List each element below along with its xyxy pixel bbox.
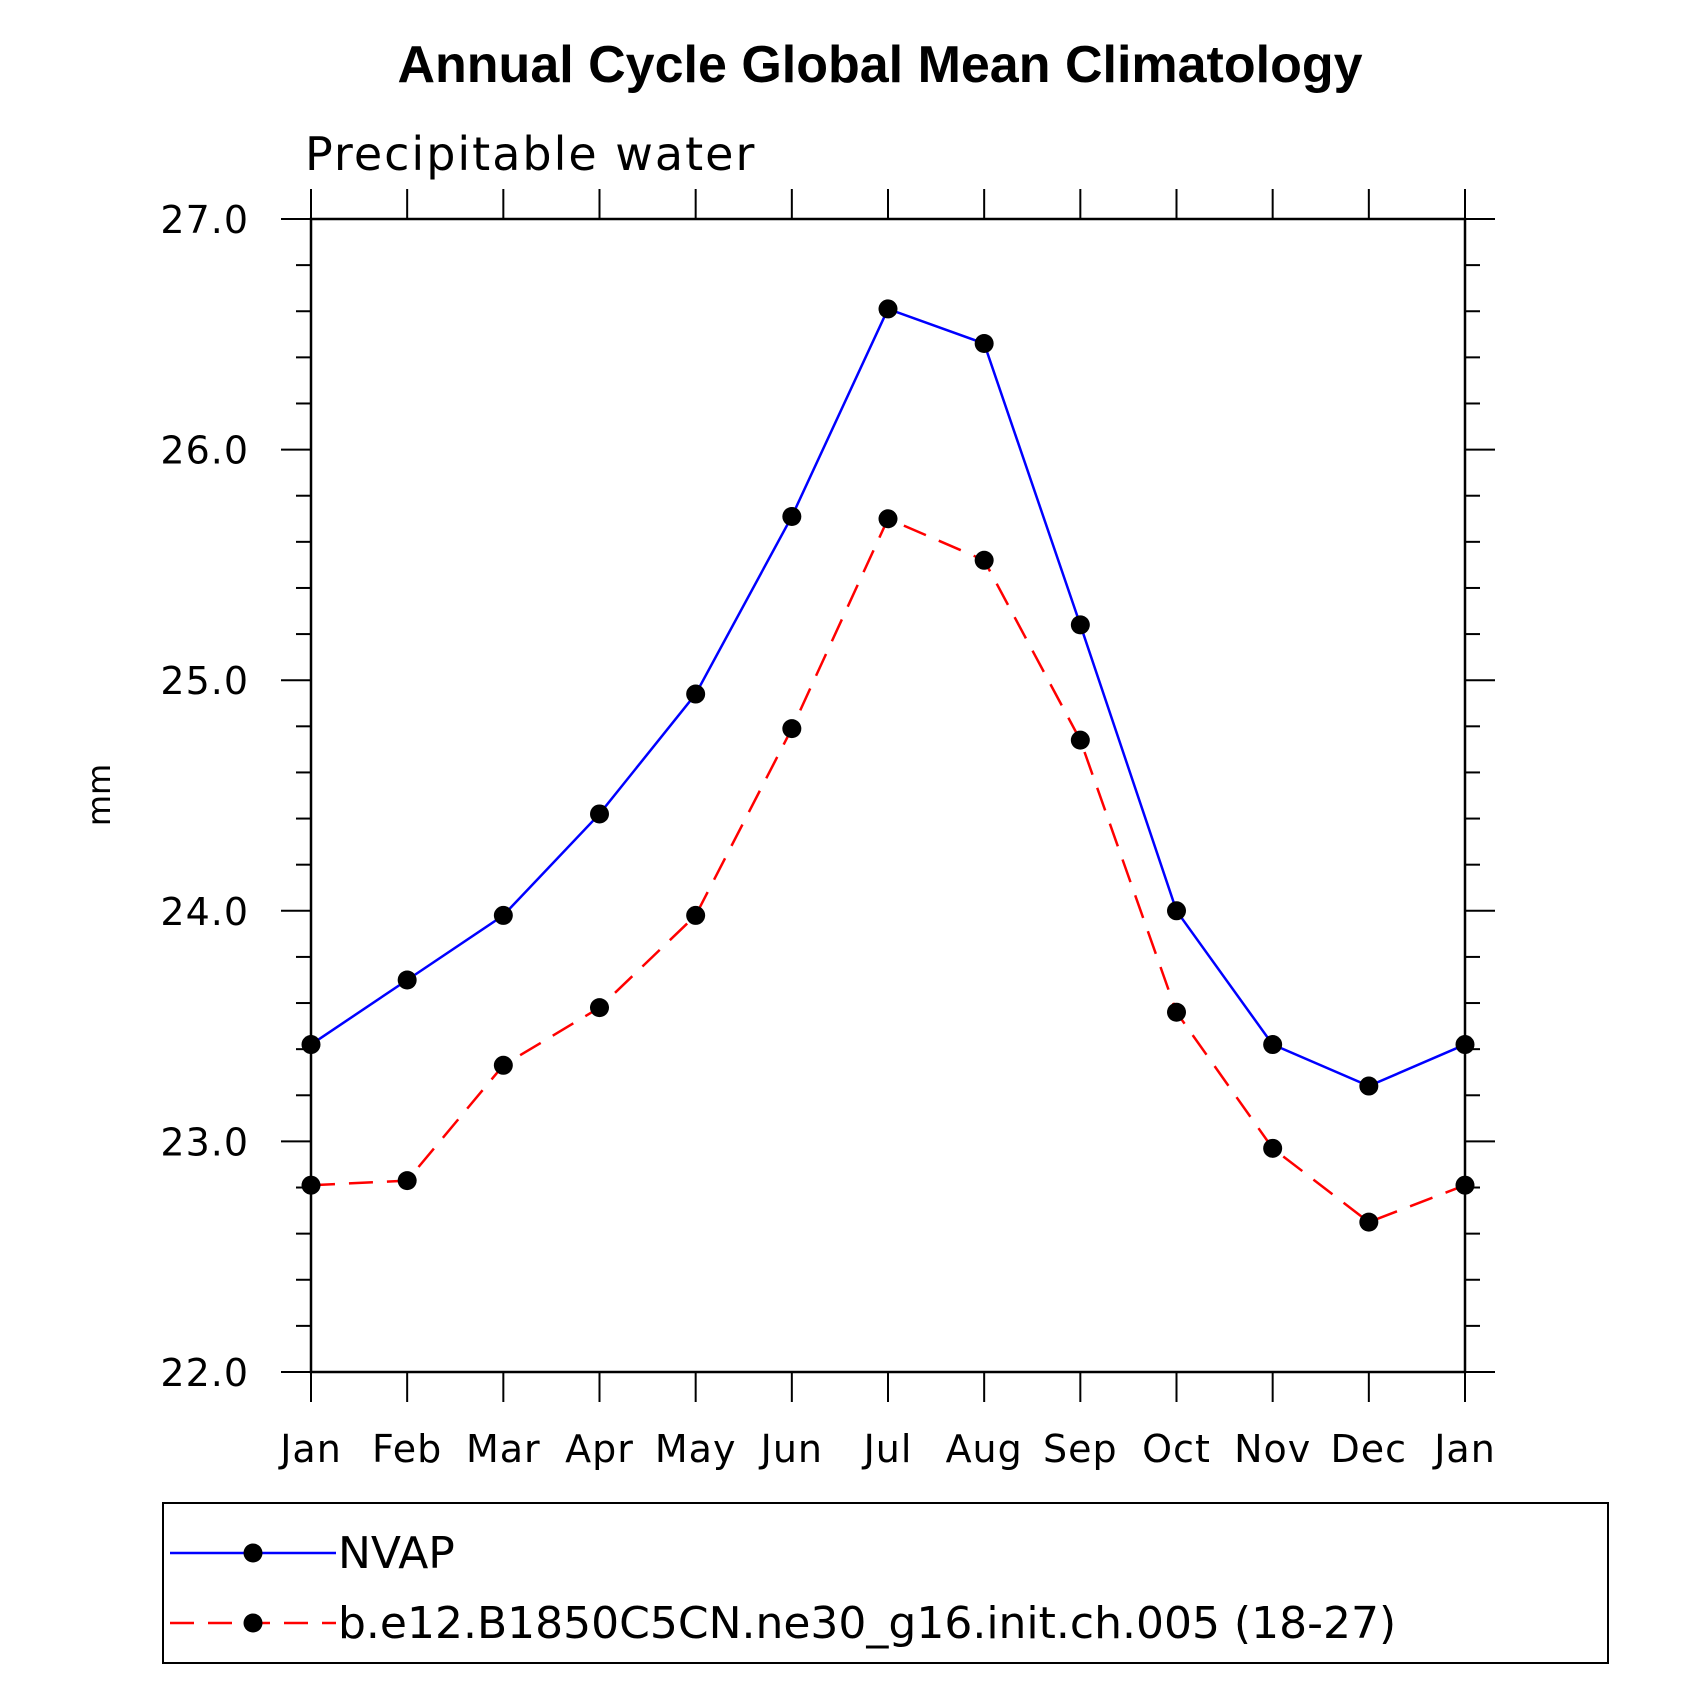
x-tick-label: Dec bbox=[1331, 1427, 1408, 1471]
data-point bbox=[590, 998, 609, 1018]
x-tick-label: Mar bbox=[466, 1427, 541, 1471]
x-tick-label: Sep bbox=[1043, 1427, 1118, 1471]
x-tick-label: Nov bbox=[1234, 1427, 1311, 1471]
data-point bbox=[1263, 1035, 1283, 1055]
x-tick-label: May bbox=[655, 1427, 737, 1471]
x-tick-label: Jun bbox=[759, 1427, 823, 1471]
x-tick-label: Aug bbox=[946, 1427, 1023, 1471]
legend: NVAP b.e12.B1850C5CN.ne30_g16.init.ch.005… bbox=[162, 1502, 1609, 1664]
data-point bbox=[1070, 730, 1090, 750]
data-point bbox=[782, 506, 802, 526]
x-tick-label: Jul bbox=[862, 1427, 913, 1471]
plot-border bbox=[309, 217, 1467, 1374]
x-tick-label: Feb bbox=[372, 1427, 442, 1471]
data-point bbox=[397, 970, 417, 990]
data-point bbox=[878, 299, 898, 319]
data-point bbox=[493, 1055, 513, 1075]
y-tick-label: 26.0 bbox=[160, 429, 249, 473]
x-tick-label: Oct bbox=[1142, 1427, 1211, 1471]
y-tick-label: 22.0 bbox=[160, 1351, 249, 1395]
x-tick-label: Jan bbox=[278, 1427, 342, 1471]
series-layer bbox=[301, 299, 1475, 1232]
data-point bbox=[1359, 1076, 1379, 1096]
data-point bbox=[301, 1175, 321, 1195]
series-line-1 bbox=[310, 517, 1466, 1224]
legend-marker bbox=[243, 1543, 263, 1563]
y-tick-label: 24.0 bbox=[160, 890, 249, 934]
chart-subtitle: Precipitable water bbox=[305, 127, 756, 181]
data-point bbox=[1359, 1212, 1379, 1232]
data-point bbox=[686, 905, 706, 925]
data-point bbox=[686, 684, 706, 704]
data-point bbox=[782, 719, 802, 739]
y-axis: 22.0 23.0 24.0 25.0 26.0 27.0 bbox=[160, 198, 1495, 1395]
data-point bbox=[974, 334, 994, 354]
y-axis-label: mm bbox=[80, 764, 118, 826]
x-tick-label: Apr bbox=[565, 1427, 634, 1471]
legend-box bbox=[162, 1502, 1609, 1664]
chart-title: Annual Cycle Global Mean Climatology bbox=[397, 36, 1362, 94]
data-point bbox=[590, 804, 609, 824]
data-point bbox=[1070, 615, 1090, 635]
legend-marker bbox=[243, 1613, 263, 1633]
x-tick-label: Jan bbox=[1432, 1427, 1496, 1471]
series-line-0 bbox=[310, 307, 1466, 1088]
data-point bbox=[1263, 1138, 1283, 1158]
data-point bbox=[974, 550, 994, 570]
data-point bbox=[1455, 1035, 1475, 1055]
plot-frame bbox=[309, 217, 1467, 1374]
data-point bbox=[397, 1171, 417, 1191]
data-point bbox=[878, 509, 898, 529]
legend-label: NVAP bbox=[338, 1528, 455, 1579]
data-point bbox=[493, 905, 513, 925]
y-tick-label: 27.0 bbox=[160, 198, 249, 242]
data-point bbox=[1455, 1175, 1475, 1195]
y-tick-label: 23.0 bbox=[160, 1120, 249, 1164]
y-tick-label: 25.0 bbox=[160, 659, 249, 703]
legend-label: b.e12.B1850C5CN.ne30_g16.init.ch.005 (18… bbox=[338, 1598, 1396, 1649]
data-point bbox=[301, 1035, 321, 1055]
data-point bbox=[1167, 1002, 1186, 1022]
data-point bbox=[1167, 901, 1186, 921]
x-axis: Jan Feb Mar Apr May Jun Jul Aug Sep Oct Nov Dec Jan bbox=[278, 189, 1496, 1471]
